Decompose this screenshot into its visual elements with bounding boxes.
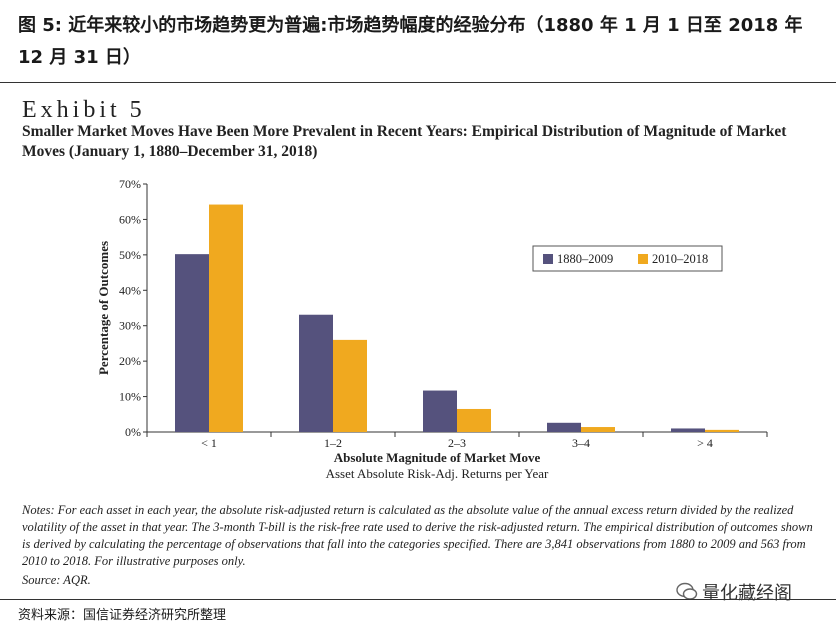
- x-axis-subtitle: Asset Absolute Risk-Adj. Returns per Yea…: [326, 466, 549, 481]
- footer-divider: [0, 599, 836, 600]
- y-tick-label: 50%: [119, 248, 141, 262]
- y-tick-label: 0%: [125, 425, 141, 439]
- chart-subtitle: Smaller Market Moves Have Been More Prev…: [22, 123, 787, 160]
- bar-series1: [175, 254, 209, 432]
- y-tick-label: 60%: [119, 212, 141, 226]
- exhibit-word: Exhibit: [22, 97, 121, 123]
- x-tick-label: 2–3: [448, 436, 466, 450]
- y-tick-label: 10%: [119, 390, 141, 404]
- bar-series2: [581, 427, 615, 432]
- chart-source: Source: AQR.: [22, 573, 91, 587]
- x-tick-label: 1–2: [324, 436, 342, 450]
- chart-notes: Notes: For each asset in each year, the …: [22, 503, 813, 568]
- title-divider: [0, 82, 836, 83]
- bar-series1: [671, 428, 705, 432]
- exhibit-label: Exhibit 5: [22, 97, 146, 124]
- legend-box: [532, 245, 723, 272]
- figure-title: 图 5: 近年来较小的市场趋势更为普遍:市场趋势幅度的经验分布（1880 年 1…: [18, 15, 803, 68]
- bar-series2: [705, 429, 739, 432]
- bar-series2: [333, 339, 367, 432]
- y-tick-label: 30%: [119, 319, 141, 333]
- y-tick-label: 70%: [119, 177, 141, 191]
- watermark-text: 量化藏经阁: [702, 583, 792, 604]
- bar-series1: [423, 390, 457, 432]
- bar-chart: 0% 10% 20% 30% 40% 50% 60% 70% < 1 1–2 2–3 3–4 > 4 Ab…: [96, 177, 768, 481]
- x-tick-label: 3–4: [572, 436, 590, 450]
- x-axis-title: Absolute Magnitude of Market Move: [334, 450, 541, 465]
- bar-series2: [209, 204, 243, 432]
- footer-source: 资料来源：国信证券经济研究所整理: [18, 608, 227, 623]
- y-axis-title: Percentage of Outcomes: [96, 241, 111, 375]
- x-tick-label: < 1: [201, 436, 217, 450]
- y-tick-label: 20%: [119, 354, 141, 368]
- bar-series1: [299, 314, 333, 432]
- y-tick-label: 40%: [119, 283, 141, 297]
- watermark: 量化藏经阁: [676, 579, 792, 607]
- legend-label: 2010–2018: [652, 252, 708, 266]
- x-tick-label: > 4: [697, 436, 713, 450]
- wechat-icon: [676, 582, 698, 607]
- exhibit-number: 5: [129, 97, 146, 123]
- bar-series1: [547, 422, 581, 432]
- legend-label: 1880–2009: [557, 252, 613, 266]
- legend-swatch: [638, 254, 648, 264]
- bar-series2: [457, 408, 491, 432]
- legend-swatch: [543, 254, 553, 264]
